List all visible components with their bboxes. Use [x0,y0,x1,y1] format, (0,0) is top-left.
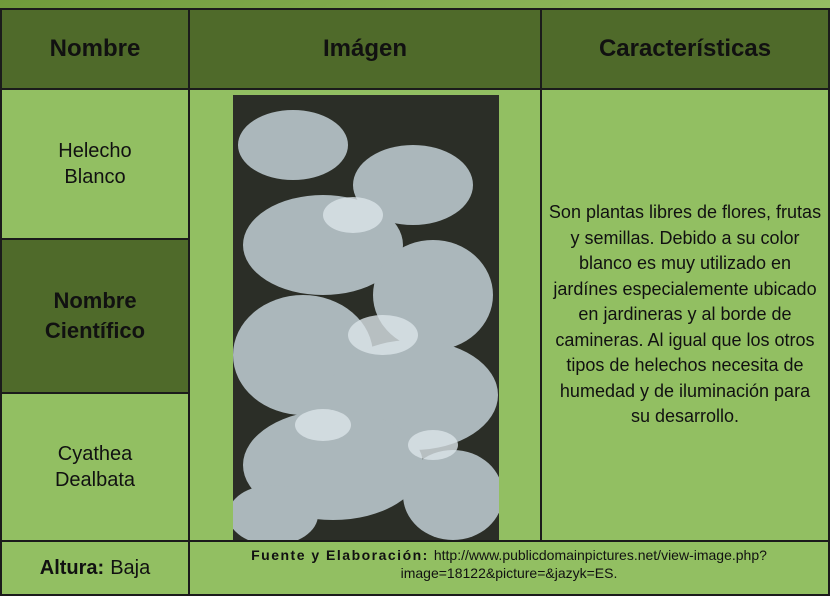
header-text: Nombre [49,35,141,62]
plant-image [233,95,499,541]
image-cell [188,88,542,542]
header-text: Imágen [322,35,408,62]
source-label: Fuente y Elaboración: [251,547,429,563]
header-cell: Imágen [188,8,542,90]
header-cell: Nombre [0,8,190,90]
header-text: Características [598,35,772,62]
source-cell: Fuente y Elaboración: http://www.publicdo… [188,540,830,596]
header-cell: Características [540,8,830,90]
scientific-name: Cyathea Dealbata [54,443,136,491]
height-cell: Altura: Baja [0,540,190,596]
scientific-label: Nombre Científico [44,288,146,343]
height-label: Altura: [39,557,105,579]
common-name: Helecho Blanco [58,140,132,188]
description: Son plantas libres de flores, frutas y s… [548,202,822,427]
scientific-name-cell: Cyathea Dealbata [0,392,190,542]
description-cell: Son plantas libres de flores, frutas y s… [540,88,830,542]
common-name-cell: Helecho Blanco [0,88,190,240]
scientific-label-cell: Nombre Científico [0,238,190,394]
source-url: http://www.publicdomainpictures.net/view… [400,547,767,582]
height-value: Baja [110,557,151,579]
